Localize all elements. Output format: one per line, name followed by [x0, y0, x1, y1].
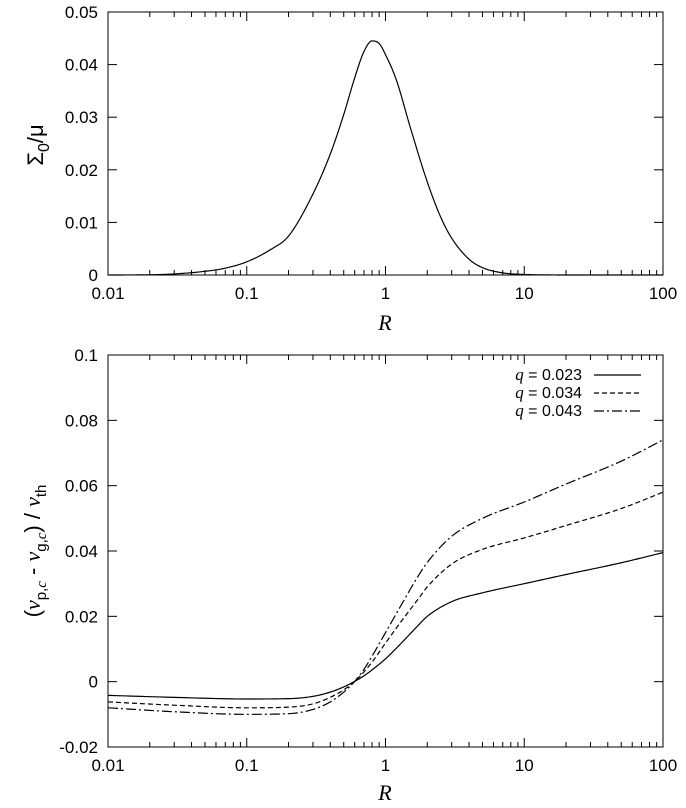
- legend-value: = 0.043: [524, 403, 582, 420]
- y-tick-label: 0.04: [65, 56, 98, 75]
- x-tick-label: 1: [381, 756, 390, 775]
- velocity-y-label-v1: v: [20, 600, 45, 610]
- y-tick-label: 0.02: [65, 161, 98, 180]
- series-line-1-1: [107, 491, 664, 709]
- velocity-chart: 0.01 0.1 1 10 100 -0.02 0 0.02 0.04 0.06 0.08 0.1 R…: [20, 346, 677, 805]
- sigma-x-axis-label: R: [377, 310, 392, 335]
- legend-label: q = 0.043: [515, 401, 582, 420]
- velocity-y-axis-label: (vp,c - vg,c) / vth: [20, 485, 50, 618]
- x-tick-label: 1: [381, 284, 390, 303]
- legend-value: = 0.034: [524, 385, 582, 402]
- velocity-y-label-open: (: [20, 609, 45, 617]
- y-tick-label: 0: [89, 673, 98, 692]
- legend-label: q = 0.023: [515, 365, 582, 384]
- velocity-series: [107, 439, 664, 715]
- x-tick-label: 0.01: [91, 284, 124, 303]
- y-tick-label: 0.03: [65, 108, 98, 127]
- series-line-1-0: [107, 552, 664, 700]
- y-tick-label: 0: [89, 266, 98, 285]
- series-line-1-2: [107, 439, 664, 715]
- sigma-y-label-main: Σ: [23, 152, 48, 166]
- legend-value: = 0.023: [524, 367, 582, 384]
- y-tick-label: 0.05: [65, 3, 98, 22]
- legend-q: q: [515, 401, 524, 420]
- y-tick-label: 0.02: [65, 607, 98, 626]
- velocity-y-label-minus: -: [20, 562, 45, 582]
- sigma-y-label-sub: 0: [36, 143, 53, 152]
- y-tick-label: 0.04: [65, 542, 98, 561]
- series-line-0-0: [107, 40, 663, 276]
- legend-q: q: [515, 365, 524, 384]
- x-tick-label: 100: [649, 756, 677, 775]
- x-tick-label: 0.1: [235, 756, 259, 775]
- velocity-y-label-sub1: p,c: [33, 581, 50, 601]
- velocity-y-label-v3: v: [20, 497, 45, 507]
- velocity-ticks: 0.01 0.1 1 10 100 -0.02 0 0.02 0.04 0.06 0.08 0.1: [59, 346, 677, 775]
- sigma-series: [107, 40, 663, 276]
- x-tick-label: 100: [649, 284, 677, 303]
- legend-label: q = 0.034: [515, 383, 582, 402]
- x-tick-label: 10: [515, 284, 534, 303]
- legend-q: q: [515, 383, 524, 402]
- velocity-y-label-sub3: th: [33, 485, 50, 498]
- y-tick-label: 0.01: [65, 213, 98, 232]
- x-tick-label: 10: [515, 756, 534, 775]
- sigma-y-label-tail: /μ: [23, 124, 48, 143]
- sigma-plot-frame: [107, 11, 664, 276]
- y-tick-label: 0.08: [65, 411, 98, 430]
- y-tick-label: 0.1: [74, 346, 98, 365]
- y-tick-label: 0.06: [65, 477, 98, 496]
- sigma-y-axis-label: Σ0/μ: [23, 124, 53, 165]
- y-tick-label: -0.02: [59, 738, 98, 757]
- x-tick-label: 0.01: [91, 756, 124, 775]
- velocity-x-axis-label: R: [377, 780, 392, 805]
- x-tick-label: 0.1: [235, 284, 259, 303]
- velocity-y-label-v2: v: [20, 552, 45, 562]
- velocity-y-label-close: ) /: [20, 507, 45, 533]
- velocity-y-label-sub2: g,c: [33, 532, 50, 552]
